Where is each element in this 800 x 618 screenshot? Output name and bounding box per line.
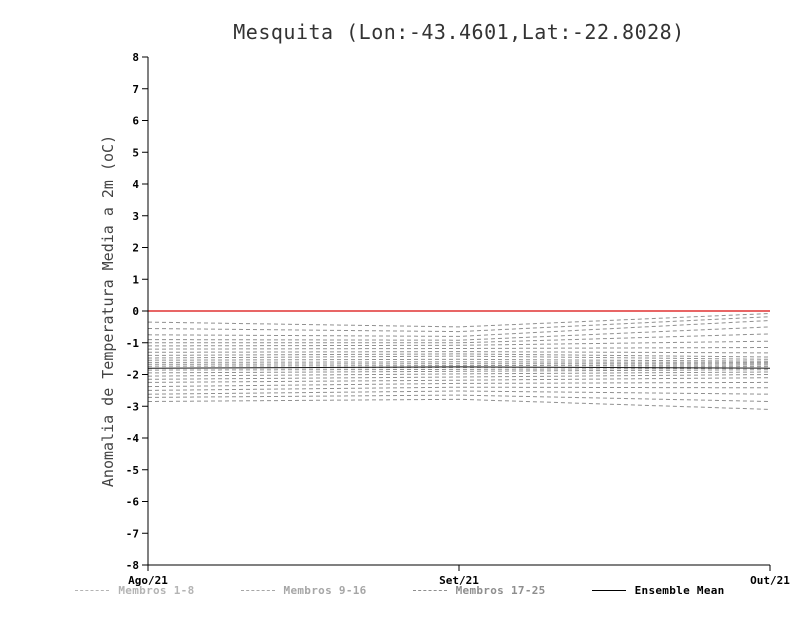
dashed-line-sample-icon (412, 590, 447, 591)
chart-legend: Membros 1-8 Membros 9-16 Membros 17-25 E… (0, 584, 800, 597)
member-line (147, 320, 771, 337)
y-tick-label: 6 (132, 115, 139, 128)
legend-item-members-9-16: Membros 9-16 (240, 584, 367, 597)
member-line (147, 369, 771, 374)
member-line (147, 374, 771, 380)
x-tick-label: Ago/21 (128, 574, 168, 587)
y-tick-label: 4 (132, 178, 139, 191)
member-line (147, 355, 771, 360)
dashed-line-sample-icon (240, 590, 275, 591)
legend-label: Ensemble Mean (634, 584, 725, 597)
member-line (147, 367, 771, 371)
x-tick-label: Out/21 (750, 574, 790, 587)
legend-item-ensemble-mean: Ensemble Mean (591, 584, 725, 597)
member-line (147, 340, 771, 347)
member-line (147, 326, 771, 341)
solid-line-sample-icon (591, 590, 626, 591)
y-tick-label: 5 (132, 146, 139, 159)
legend-label: Membros 9-16 (283, 584, 367, 597)
y-tick-label: -3 (126, 400, 139, 413)
member-line (147, 371, 771, 377)
y-tick-label: 2 (132, 242, 139, 255)
dashed-line-sample-icon (75, 590, 110, 591)
member-line (148, 333, 771, 344)
member-line (147, 366, 771, 369)
member-line (147, 313, 771, 328)
y-tick-label: 3 (132, 210, 139, 223)
member-line (147, 316, 771, 333)
member-line (147, 364, 771, 367)
legend-item-members-1-8: Membros 1-8 (75, 584, 194, 597)
member-line (147, 358, 771, 362)
member-line (147, 386, 771, 391)
legend-label: Membros 17-25 (455, 584, 546, 597)
member-line (147, 361, 771, 363)
member-line (147, 390, 771, 395)
member-line (147, 353, 771, 358)
y-tick-label: 8 (132, 51, 139, 64)
chart-title: Mesquita (Lon:-43.4601,Lat:-22.8028) (233, 20, 685, 44)
y-tick-label: -5 (126, 464, 139, 477)
y-tick-label: -2 (126, 369, 139, 382)
y-tick-label: -6 (126, 496, 140, 509)
member-line (147, 363, 770, 365)
y-tick-label: -7 (126, 527, 139, 540)
member-line (147, 377, 771, 383)
member-line (147, 351, 771, 354)
legend-item-members-17-25: Membros 17-25 (412, 584, 546, 597)
x-tick-label: Set/21 (439, 574, 479, 587)
member-line (147, 398, 771, 410)
member-line (147, 394, 771, 402)
member-line (147, 347, 771, 350)
y-tick-label: 7 (132, 83, 139, 96)
y-tick-label: -8 (126, 559, 139, 572)
y-tick-label: 1 (132, 273, 139, 286)
y-tick-label: -1 (126, 337, 140, 350)
legend-label: Membros 1-8 (118, 584, 195, 597)
ensemble-mean-line (147, 366, 771, 369)
y-tick-label: 0 (132, 305, 139, 318)
member-line (147, 381, 771, 388)
y-tick-label: -4 (126, 432, 140, 445)
